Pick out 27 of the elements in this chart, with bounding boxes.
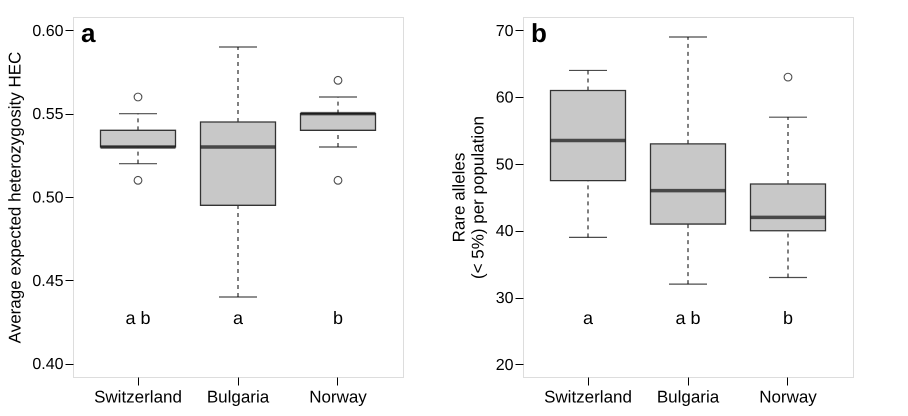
y-axis-title: Rare alleles (< 5%) per population — [450, 116, 488, 280]
annotation: a b — [125, 308, 151, 328]
y-tick-label: 30 — [496, 290, 514, 308]
annotation: a — [232, 308, 244, 328]
x-tick-label: Bulgaria — [206, 388, 270, 406]
y-tick-label: 0.60 — [32, 22, 64, 40]
y-tick-label: 20 — [496, 356, 514, 374]
annotation: a — [81, 18, 96, 48]
y-tick-label: 0.55 — [32, 106, 64, 124]
y-axis-title: Average expected heterozygosity HEC — [5, 52, 24, 344]
annotation: b — [332, 308, 344, 328]
y-tick-label: 40 — [496, 223, 514, 240]
x-tick-label: Bulgaria — [656, 388, 720, 406]
annotation: a — [582, 308, 594, 328]
x-tick-label: Norway — [759, 388, 818, 406]
y-tick-label: 60 — [496, 90, 514, 107]
y-tick-label: 0.50 — [32, 190, 64, 206]
annotation: b — [531, 18, 547, 48]
x-tick-label: Switzerland — [94, 388, 182, 406]
y-tick-label: 0.40 — [32, 356, 64, 374]
y-tick-label: 70 — [496, 22, 514, 40]
annotation: b — [782, 308, 794, 328]
annotation: a b — [675, 308, 701, 328]
y-tick-label: 0.45 — [32, 272, 64, 290]
x-tick-label: Switzerland — [544, 388, 632, 406]
x-tick-label: Norway — [309, 388, 368, 406]
y-tick-label: 50 — [496, 156, 514, 174]
